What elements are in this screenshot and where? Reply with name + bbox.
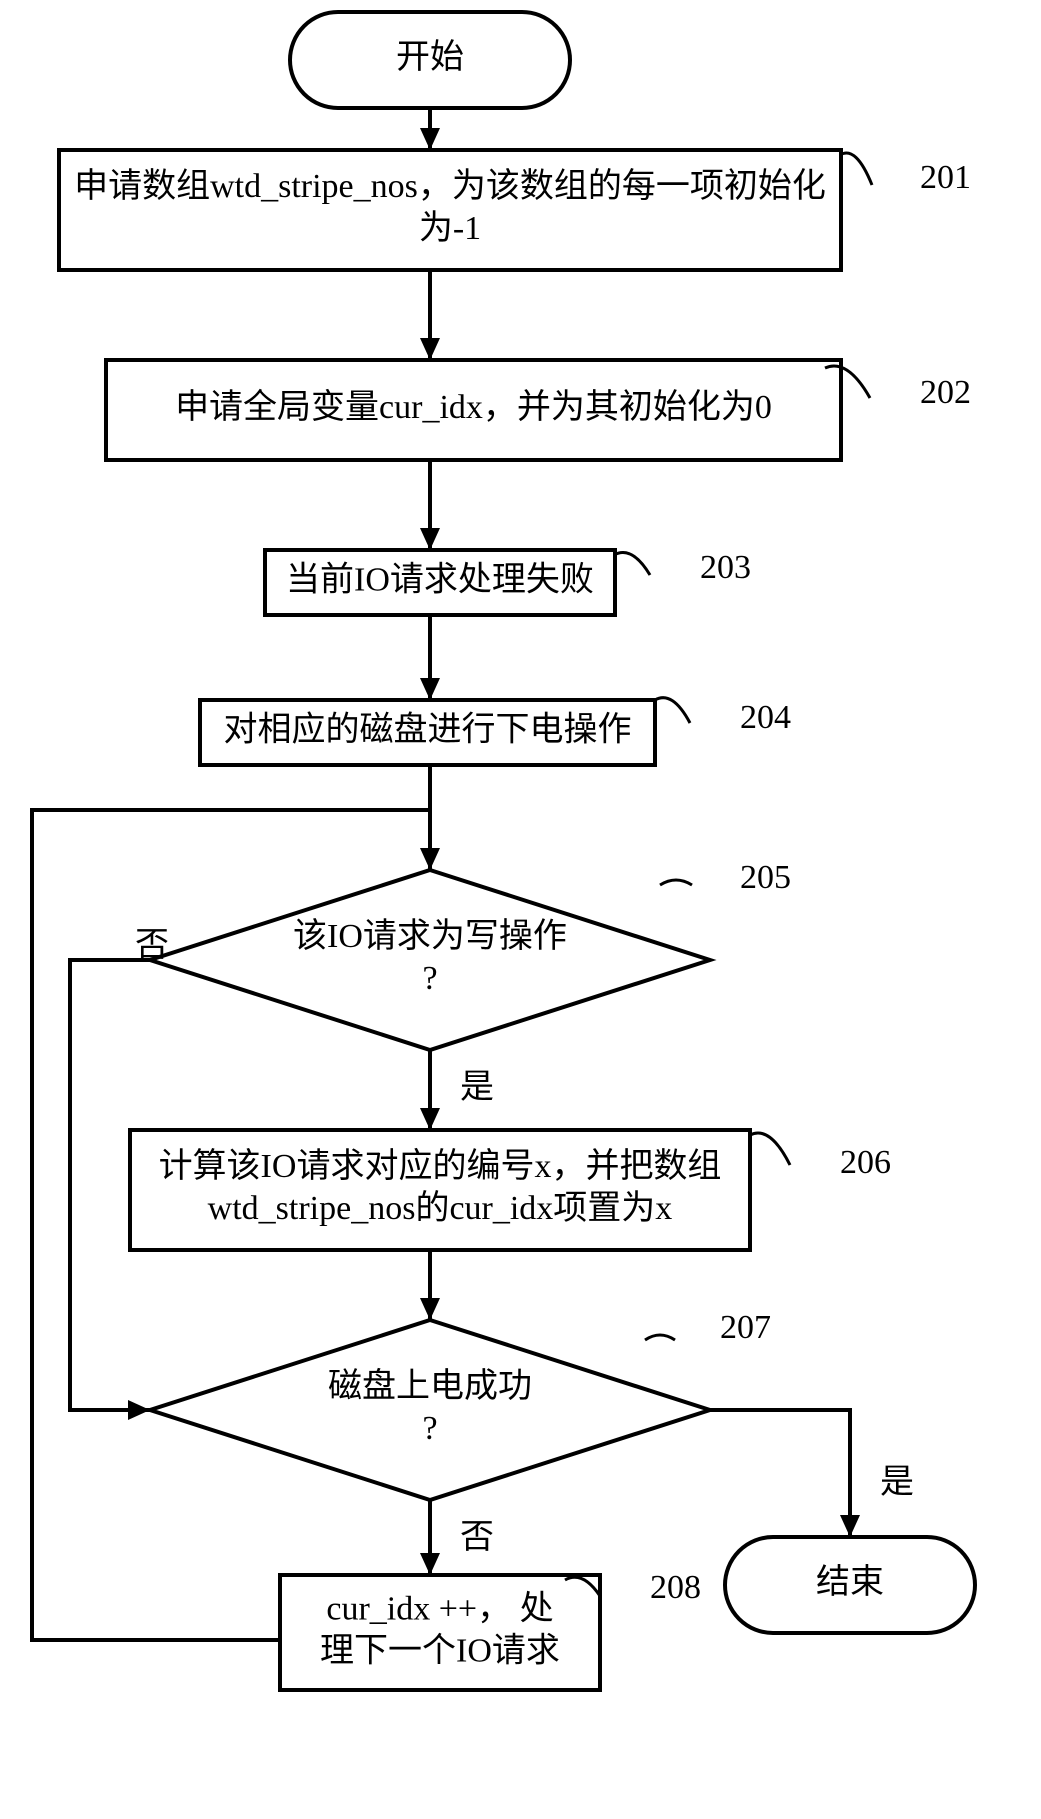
svg-text:206: 206 <box>840 1144 891 1181</box>
svg-text:结束: 结束 <box>816 1563 884 1601</box>
svg-text:计算该IO请求对应的编号x，并把数组: 计算该IO请求对应的编号x，并把数组 <box>159 1147 722 1185</box>
svg-text:否: 否 <box>460 1519 494 1556</box>
svg-text:202: 202 <box>920 374 971 411</box>
svg-text:否: 否 <box>135 927 169 964</box>
svg-text:?: ? <box>422 960 437 997</box>
svg-text:wtd_stripe_nos的cur_idx项置为x: wtd_stripe_nos的cur_idx项置为x <box>208 1189 673 1227</box>
svg-text:是: 是 <box>880 1464 914 1501</box>
svg-text:201: 201 <box>920 159 971 196</box>
svg-text:对相应的磁盘进行下电操作: 对相应的磁盘进行下电操作 <box>224 710 632 748</box>
svg-text:207: 207 <box>720 1309 771 1346</box>
svg-text:磁盘上电成功: 磁盘上电成功 <box>328 1367 532 1405</box>
svg-text:该IO请求为写操作: 该IO请求为写操作 <box>293 917 567 955</box>
svg-text:为-1: 为-1 <box>419 210 481 247</box>
svg-text:?: ? <box>422 1410 437 1447</box>
svg-text:cur_idx ++， 处: cur_idx ++， 处 <box>326 1590 553 1627</box>
svg-text:申请数组wtd_stripe_nos，为该数组的每一项初始化: 申请数组wtd_stripe_nos，为该数组的每一项初始化 <box>74 167 826 205</box>
svg-text:理下一个IO请求: 理下一个IO请求 <box>320 1632 560 1669</box>
svg-text:204: 204 <box>740 699 791 736</box>
svg-text:是: 是 <box>460 1069 494 1106</box>
svg-text:208: 208 <box>650 1569 701 1606</box>
svg-text:203: 203 <box>700 549 751 586</box>
svg-text:开始: 开始 <box>396 38 464 76</box>
svg-text:205: 205 <box>740 859 791 896</box>
svg-text:当前IO请求处理失败: 当前IO请求处理失败 <box>286 560 594 598</box>
svg-text:申请全局变量cur_idx，并为其初始化为0: 申请全局变量cur_idx，并为其初始化为0 <box>175 388 772 426</box>
